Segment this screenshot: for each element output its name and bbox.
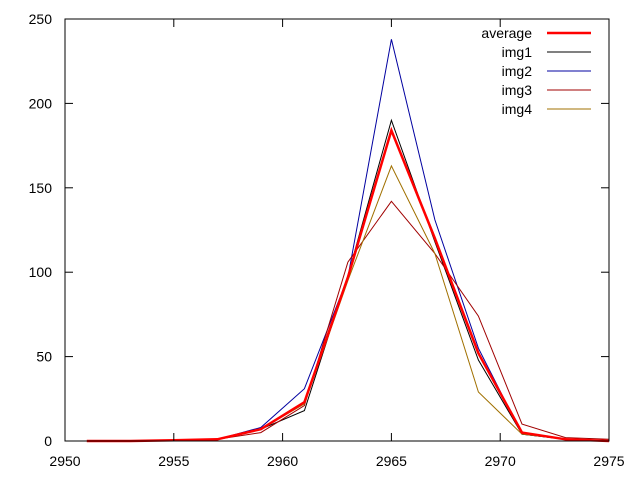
x-tick-label: 2970: [485, 453, 516, 469]
series-line-img3: [86, 200, 610, 442]
x-tick-label: 2960: [267, 453, 298, 469]
y-tick-label: 100: [29, 264, 53, 280]
legend-label-img2: img2: [502, 63, 533, 79]
series-line-average: [86, 126, 610, 443]
axes: 2950 2955 2960 2965 2970 2975 0 50 100 150 200 250: [29, 11, 625, 469]
x-tick-label: 2975: [593, 453, 624, 469]
legend-label-img1: img1: [502, 44, 533, 60]
legend-label-img4: img4: [502, 101, 533, 117]
x-tick-label: 2955: [158, 453, 189, 469]
y-tick-label: 50: [36, 349, 52, 365]
y-tick-label: 250: [29, 11, 53, 27]
y-tick-label: 0: [44, 433, 52, 449]
x-tick-label: 2965: [376, 453, 407, 469]
x-tick-label: 2950: [49, 453, 80, 469]
series-line-img2: [86, 39, 610, 442]
legend-label-average: average: [481, 25, 532, 41]
series-lines: [86, 39, 610, 443]
y-tick-label: 150: [29, 180, 53, 196]
legend-label-img3: img3: [502, 82, 533, 98]
series-line-img4: [86, 164, 610, 442]
y-tick-label: 200: [29, 95, 53, 111]
legend: average img1 img2 img3 img4: [481, 25, 591, 117]
plot-border: [64, 18, 610, 442]
